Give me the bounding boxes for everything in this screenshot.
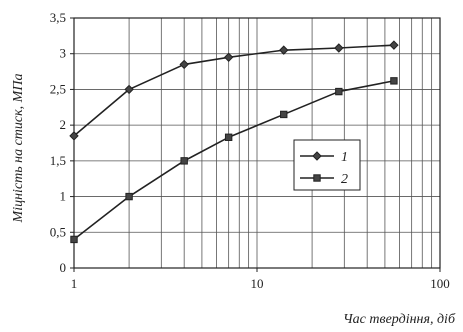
x-axis-title: Час твердіння, діб [343,312,456,327]
x-tick-label: 100 [430,276,450,291]
series-2-point [280,110,288,119]
y-axis-title: Міцність на стиск, МПа [11,74,26,224]
x-tick-label: 1 [71,276,78,291]
series-2-point [70,235,78,244]
series-2-point [224,133,233,141]
y-tick-label: 1 [60,189,67,204]
series-1-point [279,45,289,55]
series-1-point [223,52,234,62]
x-tick-label: 10 [251,276,264,291]
legend-marker-2 [313,174,321,182]
series-1-point [179,59,189,70]
legend-marker-1 [312,151,322,161]
y-tick-label: 3 [60,46,67,61]
tick-labels: 0 0,5 1 1,5 2 2,5 3 3,5 1 10 100 [50,10,450,291]
legend-label-1: 1 [341,150,348,165]
y-tick-label: 0,5 [50,224,66,239]
series-2-point [390,77,398,85]
y-tick-label: 2,5 [50,81,66,96]
series-1-point [124,84,134,95]
series-1 [69,40,399,141]
series-2 [70,77,398,244]
legend: 12 [293,139,361,191]
axes [70,17,441,272]
series-2-point [125,192,133,201]
legend-label-2: 2 [341,172,348,187]
legend-box [293,139,361,191]
series-2-point [180,157,188,165]
series-1-point [69,131,79,141]
series-1-point [389,40,399,50]
legend-items: 12 [300,150,348,187]
y-tick-label: 3,5 [50,10,66,25]
grid [74,17,440,268]
series-1-point [334,43,344,53]
series [69,40,399,244]
y-tick-label: 1,5 [50,153,66,168]
series-2-point [335,87,343,96]
y-tick-label: 2 [60,117,67,132]
y-tick-label: 0 [60,260,67,275]
